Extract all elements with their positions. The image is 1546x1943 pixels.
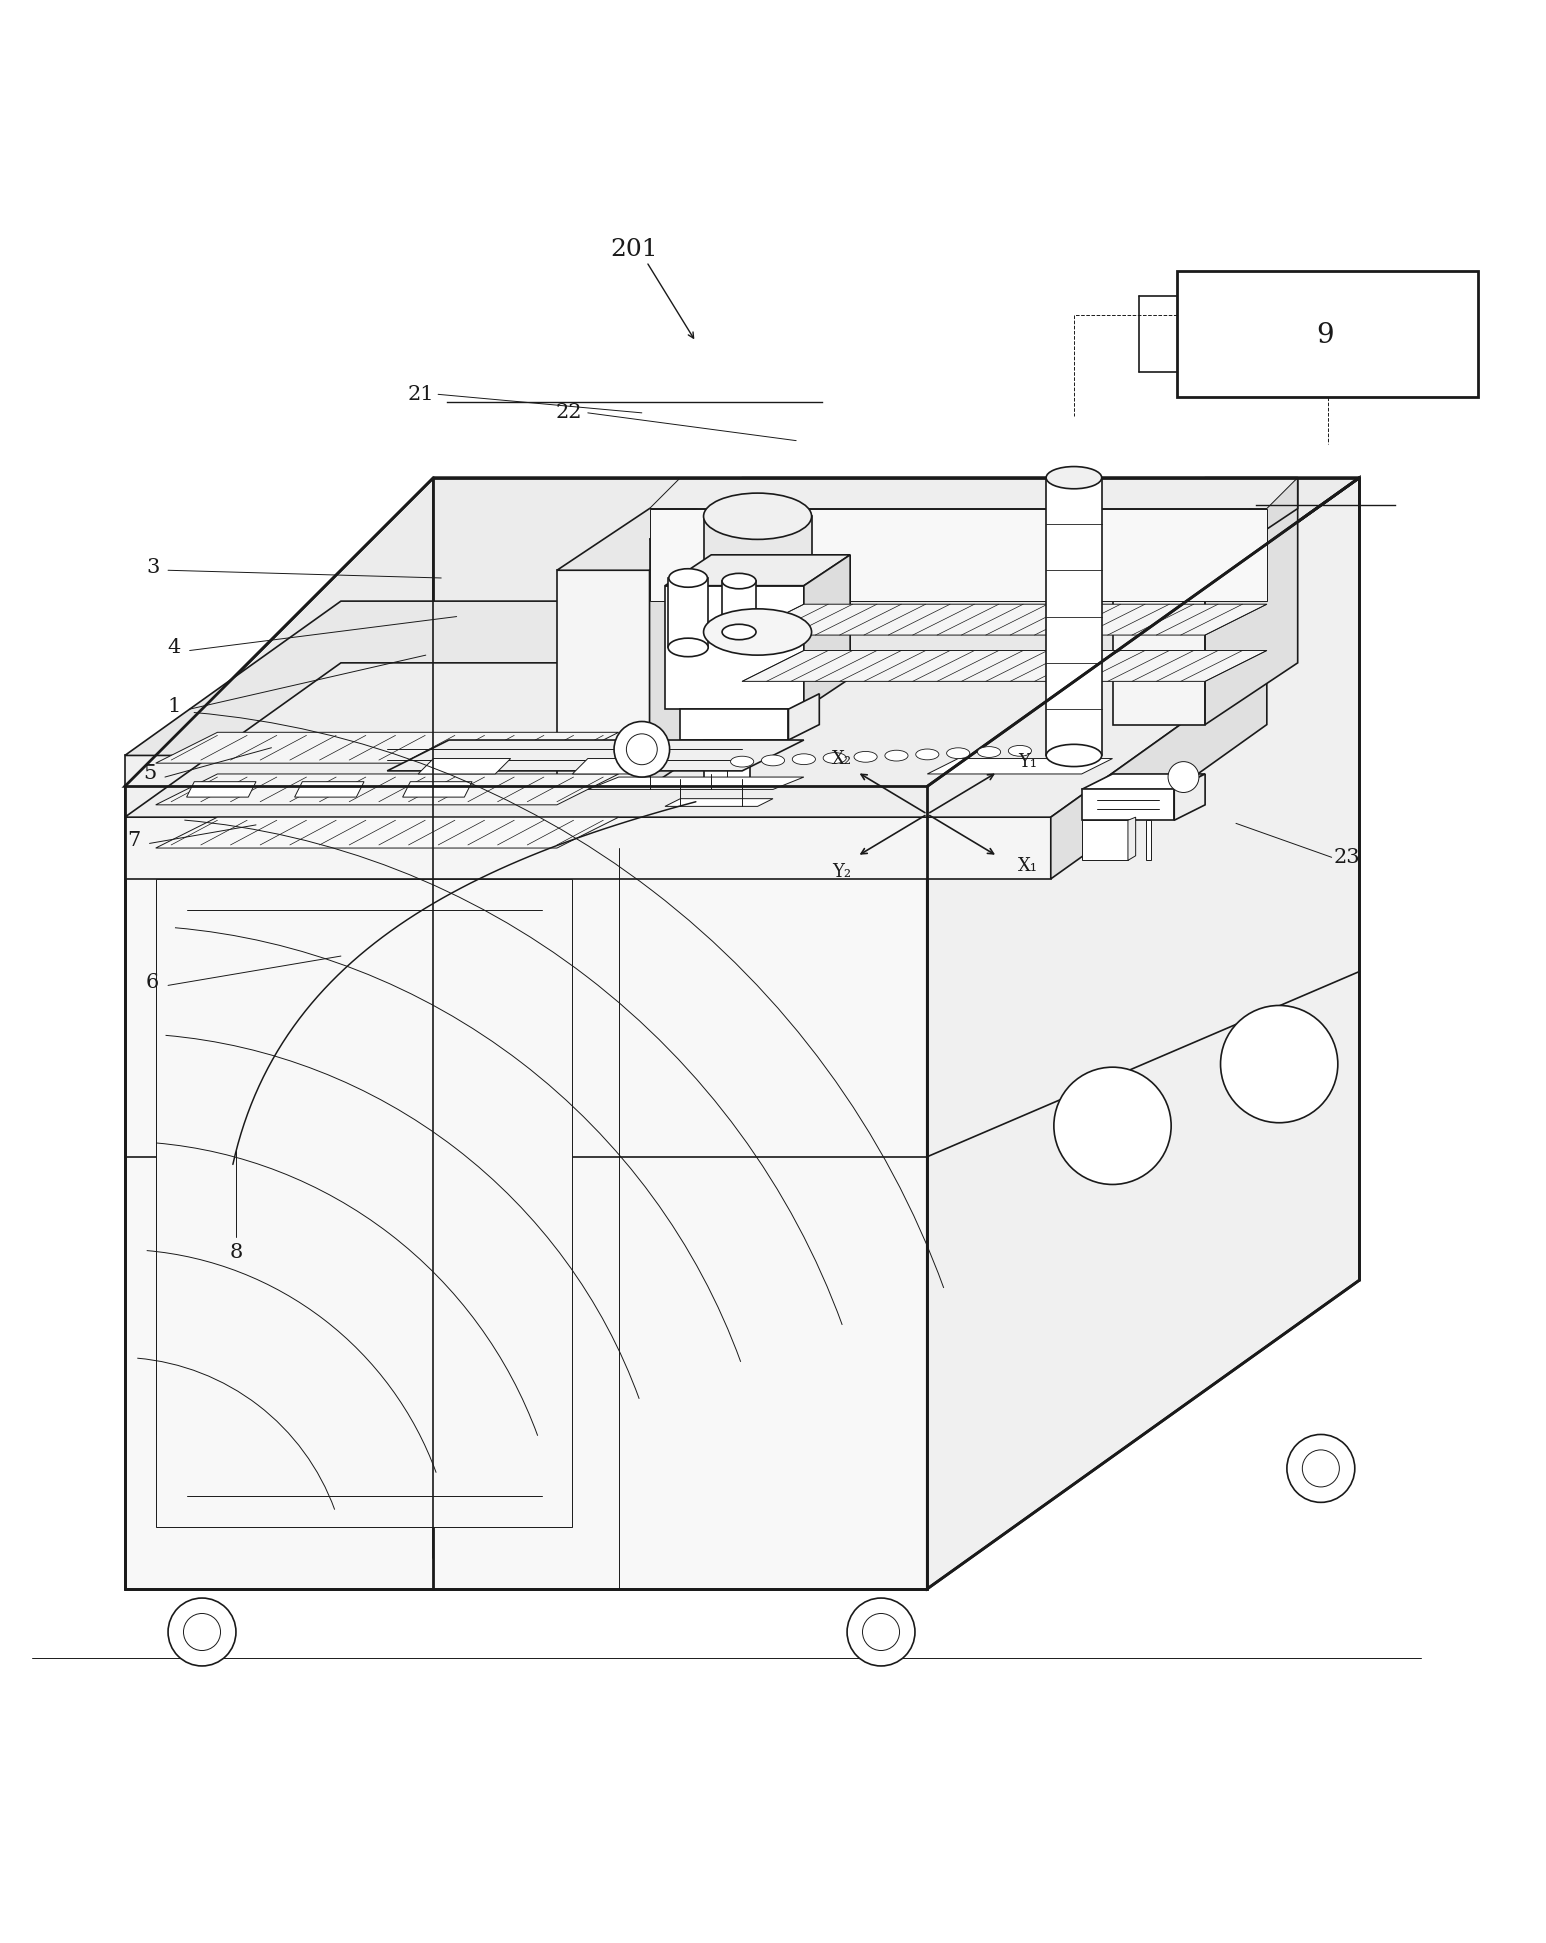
Circle shape xyxy=(184,1613,221,1650)
Ellipse shape xyxy=(703,608,812,655)
Polygon shape xyxy=(649,509,1266,600)
Polygon shape xyxy=(572,758,665,773)
Text: 1: 1 xyxy=(167,698,181,715)
Ellipse shape xyxy=(668,637,708,657)
Polygon shape xyxy=(1175,773,1204,820)
Ellipse shape xyxy=(1008,746,1031,756)
Polygon shape xyxy=(703,740,750,787)
Text: 3: 3 xyxy=(145,558,159,577)
Text: 9: 9 xyxy=(1317,323,1334,350)
Polygon shape xyxy=(1204,478,1297,725)
Text: 7: 7 xyxy=(127,832,141,849)
Polygon shape xyxy=(1129,818,1136,861)
Polygon shape xyxy=(649,509,742,787)
Ellipse shape xyxy=(946,748,969,758)
Polygon shape xyxy=(928,478,1359,1589)
Polygon shape xyxy=(386,740,804,771)
Ellipse shape xyxy=(1047,466,1102,490)
Polygon shape xyxy=(680,709,788,740)
Polygon shape xyxy=(125,787,928,1589)
Polygon shape xyxy=(587,777,804,789)
Polygon shape xyxy=(928,758,1113,773)
Text: Y₂: Y₂ xyxy=(832,863,852,882)
Polygon shape xyxy=(665,585,804,709)
Ellipse shape xyxy=(762,756,784,766)
Polygon shape xyxy=(1047,478,1102,756)
Polygon shape xyxy=(649,478,1297,540)
Polygon shape xyxy=(557,569,649,787)
Ellipse shape xyxy=(792,754,815,766)
Polygon shape xyxy=(1204,478,1297,569)
Text: 4: 4 xyxy=(167,637,181,657)
Polygon shape xyxy=(156,733,618,764)
Circle shape xyxy=(1286,1434,1354,1502)
Circle shape xyxy=(626,734,657,766)
Ellipse shape xyxy=(822,752,846,764)
Ellipse shape xyxy=(915,748,938,760)
Polygon shape xyxy=(1051,600,1266,818)
Polygon shape xyxy=(1051,663,1266,878)
Ellipse shape xyxy=(1047,744,1102,767)
Polygon shape xyxy=(187,781,257,797)
Polygon shape xyxy=(742,651,1266,682)
Polygon shape xyxy=(788,694,819,740)
Circle shape xyxy=(1220,1005,1337,1123)
Polygon shape xyxy=(668,577,708,647)
Text: X₂: X₂ xyxy=(832,750,852,767)
Polygon shape xyxy=(1082,789,1175,820)
Polygon shape xyxy=(417,758,510,773)
Text: Y₁: Y₁ xyxy=(1019,754,1037,771)
Ellipse shape xyxy=(722,573,756,589)
Polygon shape xyxy=(295,781,363,797)
Ellipse shape xyxy=(884,750,908,762)
Ellipse shape xyxy=(722,624,756,639)
Text: 22: 22 xyxy=(557,404,583,422)
Polygon shape xyxy=(722,581,756,631)
Ellipse shape xyxy=(703,494,812,540)
Polygon shape xyxy=(125,478,1359,787)
Polygon shape xyxy=(1082,773,1204,789)
Text: 8: 8 xyxy=(229,1244,243,1261)
Text: 5: 5 xyxy=(142,764,156,783)
Text: X₁: X₁ xyxy=(1017,857,1037,874)
Circle shape xyxy=(169,1597,237,1665)
Polygon shape xyxy=(125,600,1266,756)
Polygon shape xyxy=(156,878,572,1527)
Polygon shape xyxy=(125,663,1266,818)
Polygon shape xyxy=(125,818,1051,878)
Circle shape xyxy=(1302,1449,1339,1486)
Polygon shape xyxy=(1178,270,1478,398)
Polygon shape xyxy=(1147,820,1152,861)
Polygon shape xyxy=(742,604,1266,635)
Ellipse shape xyxy=(731,756,754,767)
Polygon shape xyxy=(125,756,1051,818)
Circle shape xyxy=(1054,1067,1172,1185)
Polygon shape xyxy=(156,773,618,804)
Polygon shape xyxy=(402,781,472,797)
Polygon shape xyxy=(649,540,1204,569)
Ellipse shape xyxy=(853,752,877,762)
Circle shape xyxy=(614,721,669,777)
Circle shape xyxy=(847,1597,915,1665)
Ellipse shape xyxy=(669,569,708,587)
Text: 21: 21 xyxy=(408,385,434,404)
Polygon shape xyxy=(703,517,812,631)
Text: 201: 201 xyxy=(611,237,659,260)
Polygon shape xyxy=(557,509,742,569)
Polygon shape xyxy=(804,556,850,709)
Circle shape xyxy=(1169,762,1200,793)
Polygon shape xyxy=(649,478,1297,509)
Polygon shape xyxy=(1113,540,1204,725)
Ellipse shape xyxy=(977,746,1000,758)
Polygon shape xyxy=(125,787,280,818)
Text: 6: 6 xyxy=(145,973,159,991)
Text: 23: 23 xyxy=(1334,847,1360,867)
Circle shape xyxy=(863,1613,900,1650)
Polygon shape xyxy=(665,799,773,806)
Polygon shape xyxy=(1113,478,1297,540)
Polygon shape xyxy=(665,556,850,585)
Polygon shape xyxy=(156,847,541,1434)
Polygon shape xyxy=(156,818,618,847)
Polygon shape xyxy=(1082,820,1129,861)
